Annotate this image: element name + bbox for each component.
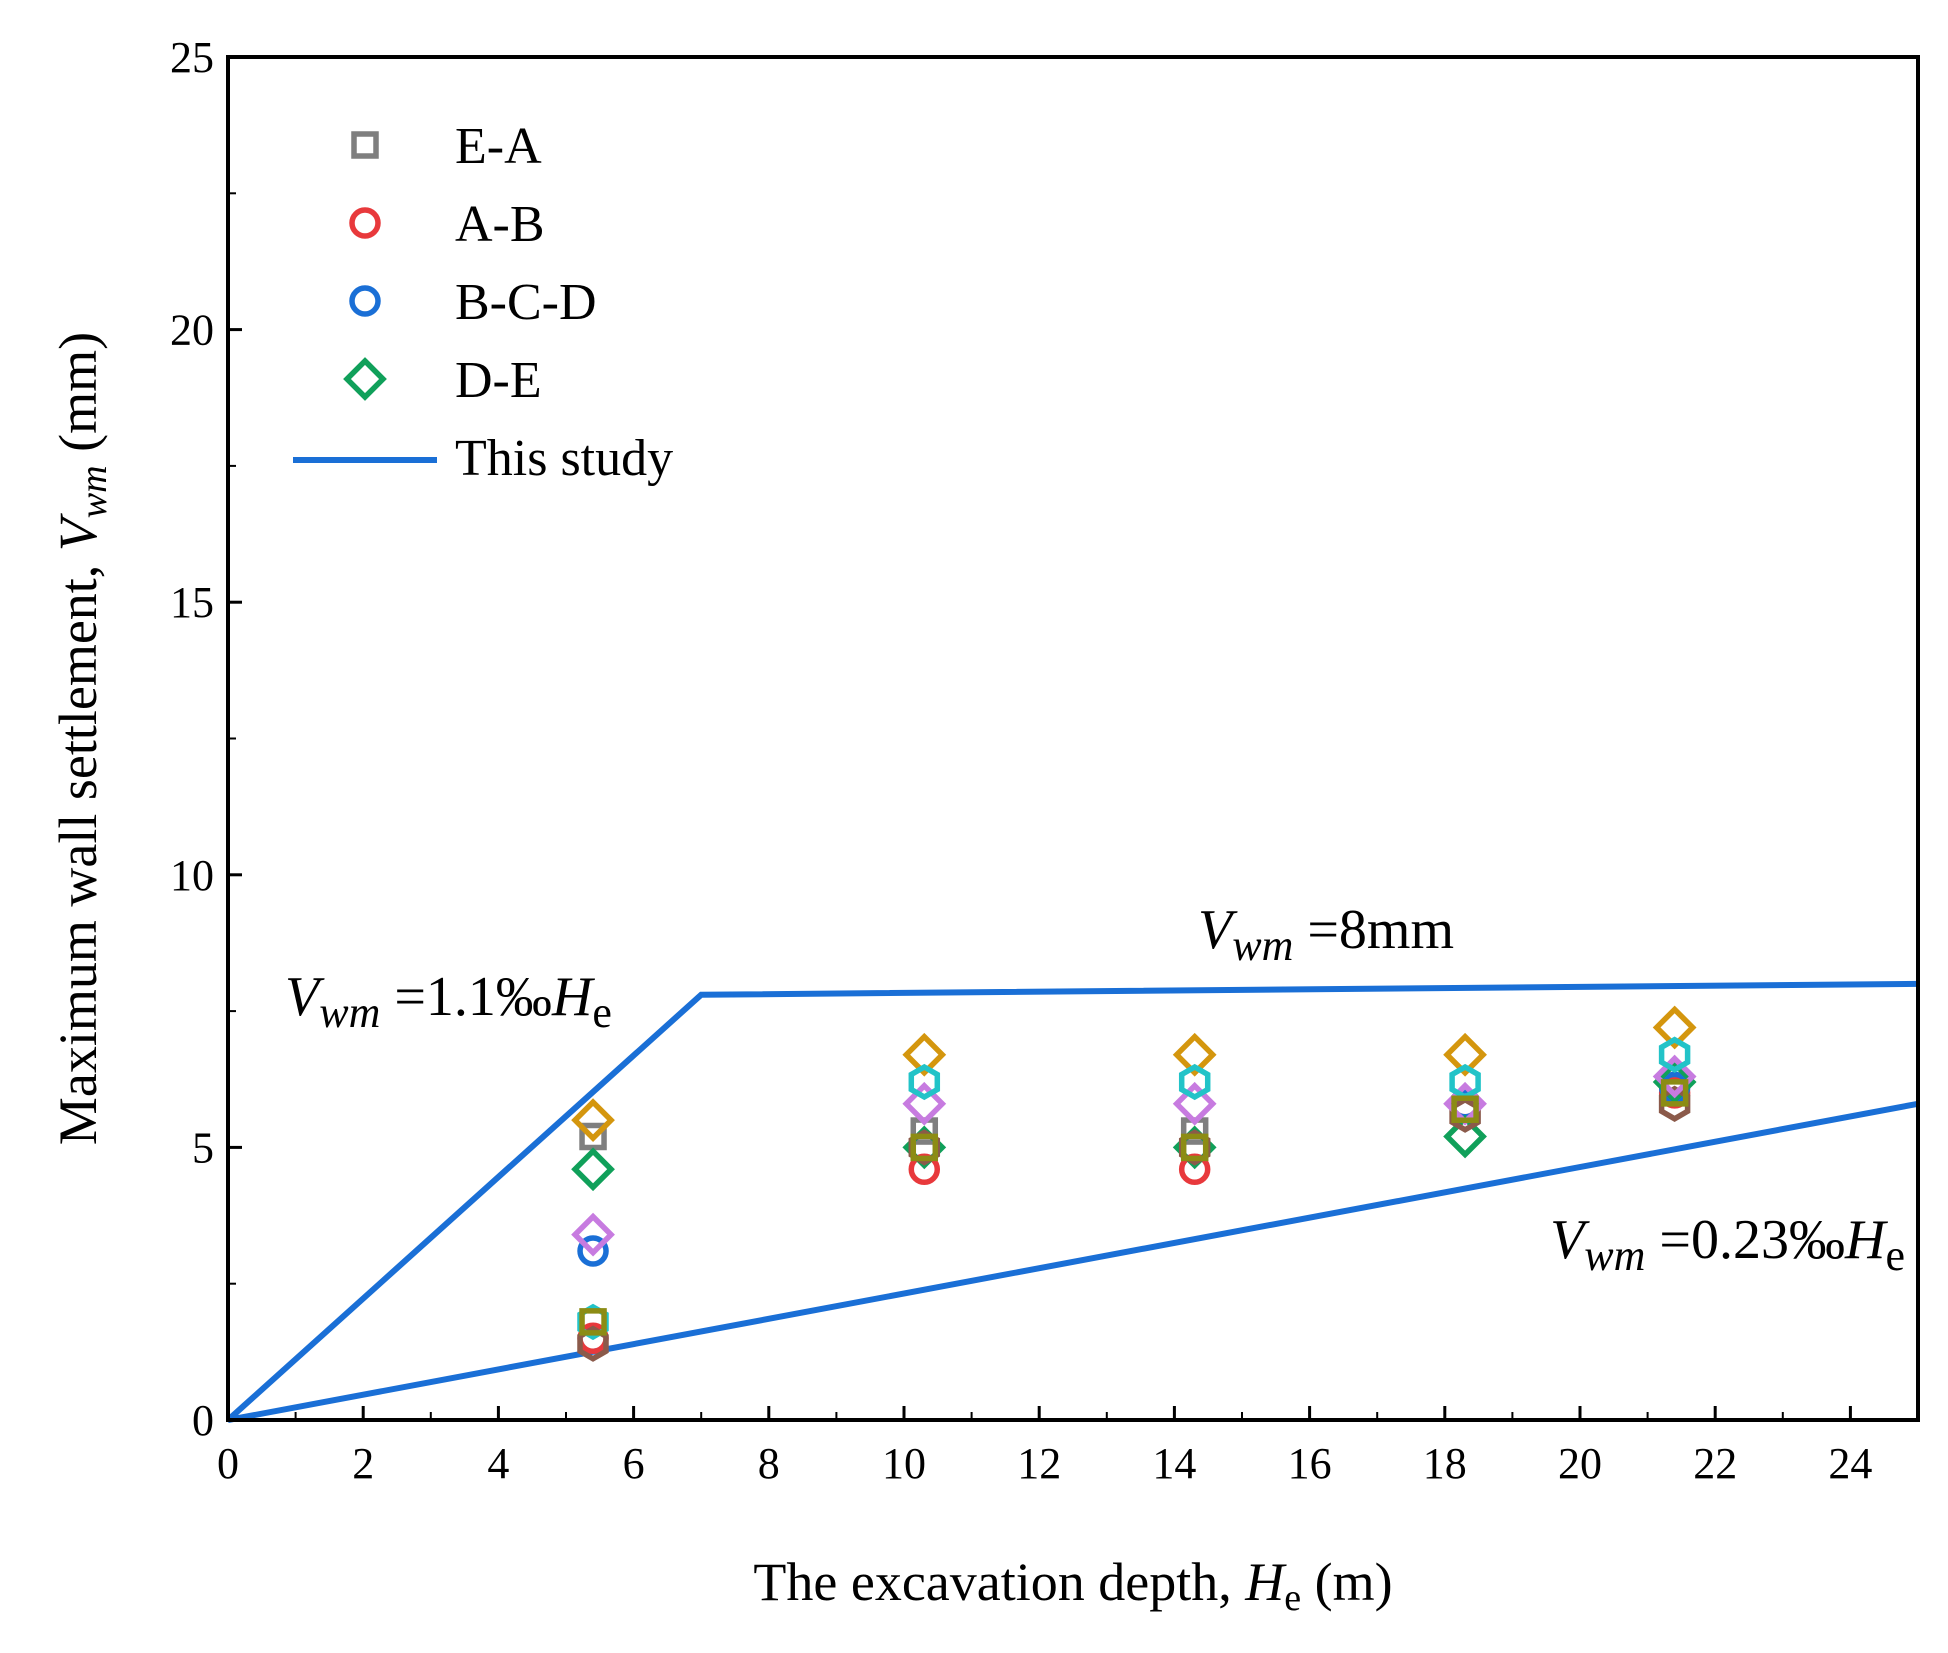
y-tick-label-25: 25 [170,33,214,82]
annotation-slope-sub: wm [319,988,380,1037]
legend-label: This study [455,430,673,487]
annotation-lower-sub: wm [1584,1231,1645,1280]
point-unlabeled-violet-0 [571,1212,615,1257]
point-unlabeled-orange-4 [1652,1005,1697,1050]
point-unlabeled-violet-4 [1652,1054,1697,1099]
x-tick-label-0: 0 [217,1439,239,1488]
legend-item-b-c-d: B-C-D [349,274,597,331]
x-tick-label-22: 22 [1693,1439,1737,1488]
point-unlabeled-olive-4 [1660,1079,1689,1107]
y-tick-label-10: 10 [170,851,214,900]
x-tick-label-18: 18 [1423,1439,1467,1488]
point-unlabeled-cyan-1 [908,1063,941,1101]
annotation-slope-tail: H [551,966,595,1028]
annotation-lower-slope: Vwm =0.23‰He [1550,1209,1905,1280]
x-tick-label-6: 6 [623,1439,645,1488]
x-tick-label-14: 14 [1152,1439,1196,1488]
y-axis-title-unit: (mm) [48,332,108,465]
legend-marker-A-B [349,207,381,239]
x-axis-title-main: The excavation depth, [753,1552,1245,1612]
point-unlabeled-orange-1 [902,1032,947,1077]
point-D-E-0 [571,1147,615,1192]
reference-line-lower [227,1100,1919,1423]
reference-line-upper [225,980,1919,1423]
point-D-E-4 [1652,1060,1697,1104]
point-B-C-D-0 [577,1235,609,1267]
legend-item-this-study: This study [293,430,673,487]
point-unlabeled-violet-1 [902,1081,947,1126]
legend-item-e-a: E-A [351,118,542,175]
legend-item-d-e: D-E [343,352,542,409]
y-axis-title: Maximum wall settlement, Vwm (mm) [48,332,115,1145]
legend-label: B-C-D [455,274,597,331]
x-tick-label-2: 2 [352,1439,374,1488]
point-unlabeled-olive-2 [1180,1133,1209,1162]
legend-item-a-b: A-B [349,196,545,253]
annotation-upper-slope: Vwm =1.1‰He [285,966,612,1037]
annotation-upper-eq: =8mm [1293,899,1454,961]
annotation-slope-var: V [285,966,325,1028]
point-unlabeled-olive-0 [579,1308,607,1336]
y-axis-title-sub: wm [73,465,115,518]
legend: E-A A-B B-C-D D-E This study [293,118,673,487]
y-tick-label-15: 15 [170,578,214,627]
legend-marker-D-E [343,357,387,401]
point-D-E-3 [1443,1114,1487,1159]
series-unlabeled-orange [571,1005,1697,1143]
annotation-slope-tail-sub: e [592,988,612,1037]
point-unlabeled-orange-0 [571,1098,615,1143]
point-unlabeled-brown-0 [577,1325,609,1362]
annotation-upper-sub: wm [1232,921,1293,970]
point-unlabeled-violet-2 [1172,1081,1217,1126]
y-tick-label-0: 0 [192,1396,214,1445]
x-tick-label-16: 16 [1288,1439,1332,1488]
legend-marker-B-C-D [349,285,381,317]
annotation-lower-var: V [1550,1209,1590,1271]
x-axis-title: The excavation depth, He (m) [753,1552,1392,1619]
reference-lines [225,980,1919,1423]
annotation-lower-tail: H [1844,1209,1888,1271]
y-tick-label-20: 20 [170,306,214,355]
y-axis-title-main: Maximum wall settlement, [48,551,108,1145]
annotation-lower-eq: =0.23‰ [1645,1209,1845,1271]
x-axis-title-unit: (m) [1301,1552,1392,1612]
point-unlabeled-cyan-4 [1658,1036,1691,1073]
legend-marker-E-A [351,131,379,159]
point-unlabeled-orange-2 [1172,1032,1217,1077]
series-unlabeled-olive [579,1079,1689,1336]
annotation-upper-var: V [1198,899,1238,961]
annotation-lower-tail-sub: e [1885,1231,1905,1280]
legend-label: E-A [455,118,542,175]
legend-label: A-B [455,196,545,253]
x-tick-label-24: 24 [1828,1439,1872,1488]
data-points [571,1005,1697,1362]
annotation-slope-eq: =1.1‰ [380,966,552,1028]
legend-label: D-E [455,352,542,409]
y-tick-label-5: 5 [192,1123,214,1172]
point-unlabeled-olive-1 [910,1133,939,1162]
y-axis-title-var: V [48,512,108,551]
point-unlabeled-orange-3 [1443,1032,1487,1077]
x-tick-label-4: 4 [487,1439,509,1488]
annotation-upper-limit: Vwm =8mm [1198,899,1454,970]
x-axis-title-sub: e [1284,1577,1301,1619]
point-unlabeled-olive-3 [1451,1095,1479,1123]
x-tick-label-12: 12 [1017,1439,1061,1488]
x-tick-label-8: 8 [758,1439,780,1488]
x-tick-label-20: 20 [1558,1439,1602,1488]
point-unlabeled-cyan-2 [1178,1063,1211,1101]
x-axis-title-var: H [1244,1552,1287,1612]
x-tick-label-10: 10 [882,1439,926,1488]
